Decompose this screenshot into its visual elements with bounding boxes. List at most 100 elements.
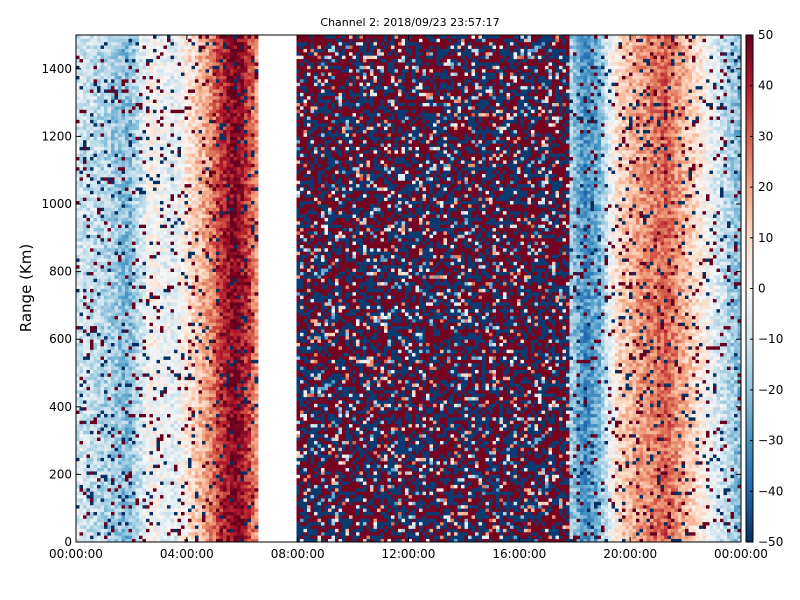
heatmap-cell [76,255,80,259]
heatmap-cell [174,278,178,282]
heatmap-cell [90,309,94,313]
heatmap-cell [129,272,133,276]
heatmap-cell [132,187,136,191]
heatmap-cell [76,427,80,431]
heatmap-cell [185,285,189,289]
heatmap-cell [167,45,171,49]
heatmap-cell [94,451,98,455]
heatmap-cell [122,512,126,516]
heatmap-cell [104,376,108,380]
heatmap-cell [132,329,136,333]
heatmap-cell [164,289,168,293]
heatmap-cell [87,376,91,380]
heatmap-cell [164,42,168,46]
heatmap-cell [146,441,150,445]
heatmap-cell [164,201,168,205]
heatmap-cell [139,346,143,350]
heatmap-cell [164,312,168,316]
heatmap-cell [164,400,168,404]
heatmap-cell [108,109,112,113]
heatmap-cell [80,339,84,343]
heatmap-cell [97,278,101,282]
heatmap-cell [143,86,147,90]
heatmap-cell [129,234,133,238]
heatmap-cell [104,194,108,198]
heatmap-cell [115,62,119,66]
heatmap-cell [101,359,105,363]
heatmap-cell [160,35,164,39]
heatmap-cell [160,535,164,539]
heatmap-cell [101,275,105,279]
heatmap-cell [115,177,119,181]
heatmap-cell [76,474,80,478]
heatmap-cell [118,319,122,323]
heatmap-cell [157,103,161,107]
heatmap-cell [188,89,192,93]
heatmap-cell [97,275,101,279]
heatmap-cell [181,113,185,117]
heatmap-cell [160,147,164,151]
heatmap-cell [129,86,133,90]
heatmap-cell [115,65,119,69]
heatmap-cell [167,231,171,235]
heatmap-cell [76,339,80,343]
heatmap-cell [150,153,154,157]
heatmap-cell [143,285,147,289]
heatmap-cell [87,417,91,421]
heatmap-cell [188,238,192,242]
heatmap-cell [153,434,157,438]
heatmap-cell [125,468,129,472]
heatmap-cell [139,343,143,347]
heatmap-cell [129,140,133,144]
heatmap-cell [146,92,150,96]
heatmap-cell [108,491,112,495]
heatmap-cell [125,535,129,539]
heatmap-cell [181,464,185,468]
heatmap-cell [111,211,115,215]
heatmap-cell [132,289,136,293]
heatmap-cell [150,59,154,63]
heatmap-cell [104,458,108,462]
heatmap-cell [132,427,136,431]
heatmap-cell [129,194,133,198]
heatmap-cell [160,82,164,86]
heatmap-cell [136,82,140,86]
heatmap-cell [178,123,182,127]
heatmap-cell [125,363,129,367]
heatmap-cell [157,187,161,191]
heatmap-cell [174,326,178,330]
heatmap-cell [164,59,168,63]
heatmap-cell [125,349,129,353]
heatmap-cell [139,434,143,438]
heatmap-cell [171,265,175,269]
heatmap-cell [122,211,126,215]
heatmap-cell [125,194,129,198]
heatmap-cell [143,72,147,76]
heatmap-cell [136,113,140,117]
heatmap-cell [185,177,189,181]
heatmap-cell [136,59,140,63]
heatmap-cell [160,353,164,357]
heatmap-cell [97,407,101,411]
heatmap-cell [157,45,161,49]
heatmap-cell [83,441,87,445]
heatmap-cell [178,471,182,475]
heatmap-cell [80,522,84,526]
heatmap-cell [129,336,133,340]
heatmap-cell [160,133,164,137]
heatmap-cell [115,218,119,222]
heatmap-cell [83,52,87,56]
heatmap-cell [139,55,143,59]
heatmap-cell [150,96,154,100]
heatmap-cell [94,99,98,103]
heatmap-cell [143,136,147,140]
heatmap-cell [101,265,105,269]
heatmap-cell [108,123,112,127]
heatmap-cell [178,299,182,303]
heatmap-cell [94,255,98,259]
heatmap-cell [157,370,161,374]
heatmap-cell [108,59,112,63]
heatmap-cell [136,245,140,249]
heatmap-cell [104,525,108,529]
heatmap-cell [178,491,182,495]
